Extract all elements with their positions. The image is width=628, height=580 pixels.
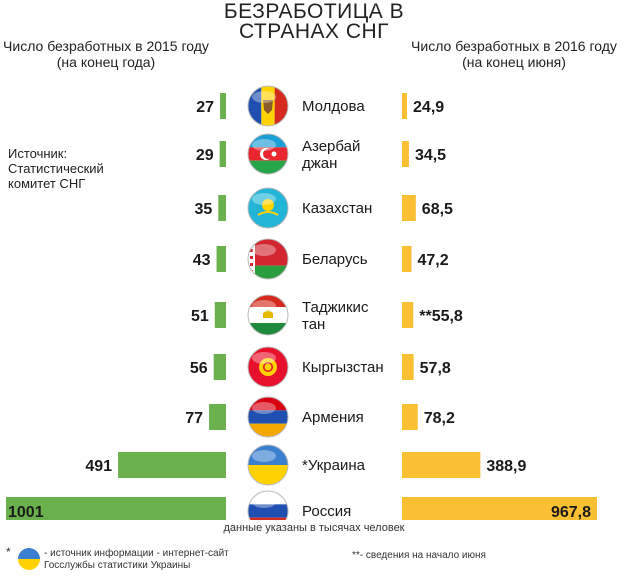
left-value-label-1: 27 bbox=[196, 99, 214, 116]
country-label-5: Таджикис тан bbox=[302, 299, 369, 333]
right-value-label-8: 388,9 bbox=[486, 458, 526, 475]
russia-flag-icon bbox=[247, 490, 289, 520]
country-label-2: Азербай джан bbox=[302, 138, 360, 172]
country-label-4: Беларусь bbox=[302, 251, 368, 268]
left-value-label-6: 56 bbox=[190, 360, 208, 377]
country-label-9: Россия bbox=[302, 503, 351, 520]
left-bar-8 bbox=[118, 452, 226, 478]
azerbaijan-flag-icon bbox=[247, 133, 289, 175]
chart-title: БЕЗРАБОТИЦА В СТРАНАХ СНГ bbox=[206, 0, 422, 43]
right-value-label-1: 24,9 bbox=[413, 99, 444, 116]
ukraine-mini-flag-icon bbox=[18, 548, 40, 570]
right-bar-5 bbox=[402, 302, 414, 328]
left-bar-6 bbox=[213, 354, 226, 380]
chart-canvas: 27 24,9 Молдова 29 34,5 Азербай джан 35 68,5 Каза… bbox=[6, 85, 597, 520]
right-bar-4 bbox=[402, 246, 412, 272]
left-value-label-3: 35 bbox=[195, 201, 213, 218]
title-line-1: БЕЗРАБОТИЦА В bbox=[223, 0, 405, 23]
right-value-label-3: 68,5 bbox=[422, 201, 453, 218]
country-label-7: Армения bbox=[302, 409, 364, 426]
country-label-6: Кыргызстан bbox=[302, 359, 384, 376]
left-bar-1 bbox=[220, 93, 226, 119]
source-note: Источник: Статистический комитет СНГ bbox=[8, 146, 104, 191]
left-bar-3 bbox=[218, 195, 226, 221]
left-value-label-2: 29 bbox=[196, 147, 214, 164]
belarus-flag-icon bbox=[247, 238, 289, 280]
right-bar-6 bbox=[402, 354, 414, 380]
left-bar-9 bbox=[6, 497, 226, 520]
right-series-header: Число безработных в 2016 году (на конец … bbox=[411, 38, 617, 70]
left-bar-7 bbox=[209, 404, 226, 430]
left-bar-2 bbox=[219, 141, 226, 167]
country-label-3: Казахстан bbox=[302, 200, 372, 217]
right-value-label-6: 57,8 bbox=[420, 360, 451, 377]
footnote-star-mark: * bbox=[6, 545, 11, 559]
kazakhstan-flag-icon bbox=[247, 187, 289, 229]
tajikistan-flag-icon bbox=[247, 294, 289, 336]
right-bar-3 bbox=[402, 195, 416, 221]
units-note: данные указаны в тысячах человек bbox=[223, 522, 405, 534]
left-bar-5 bbox=[214, 302, 226, 328]
right-bar-7 bbox=[402, 404, 418, 430]
right-value-label-5: **55,8 bbox=[419, 308, 463, 325]
left-value-label-9: 1001 bbox=[8, 504, 44, 520]
country-label-1: Молдова bbox=[302, 98, 365, 115]
title-line-2: СТРАНАХ СНГ bbox=[238, 20, 390, 43]
left-value-label-7: 77 bbox=[185, 410, 203, 427]
right-value-label-9: 967,8 bbox=[551, 504, 591, 520]
right-value-label-7: 78,2 bbox=[424, 410, 455, 427]
left-value-label-5: 51 bbox=[191, 308, 209, 325]
left-value-label-8: 491 bbox=[85, 458, 112, 475]
right-bar-2 bbox=[402, 141, 409, 167]
armenia-flag-icon bbox=[247, 396, 289, 438]
footnote-double-star: **- сведения на начало июня bbox=[352, 550, 486, 561]
footnote-star-text: - источник информации - интернет-сайт Го… bbox=[44, 548, 229, 571]
ukraine-flag-icon bbox=[247, 444, 289, 486]
right-bar-8 bbox=[402, 452, 481, 478]
right-value-label-4: 47,2 bbox=[418, 252, 449, 269]
left-series-header: Число безработных в 2015 году (на конец … bbox=[3, 38, 209, 70]
right-bar-9 bbox=[402, 497, 597, 520]
moldova-flag-icon bbox=[247, 85, 289, 127]
right-bar-1 bbox=[402, 93, 408, 119]
left-bar-4 bbox=[216, 246, 226, 272]
right-value-label-2: 34,5 bbox=[415, 147, 446, 164]
kyrgyzstan-flag-icon bbox=[247, 346, 289, 388]
country-label-8: *Украина bbox=[302, 457, 366, 474]
left-value-label-4: 43 bbox=[193, 252, 211, 269]
